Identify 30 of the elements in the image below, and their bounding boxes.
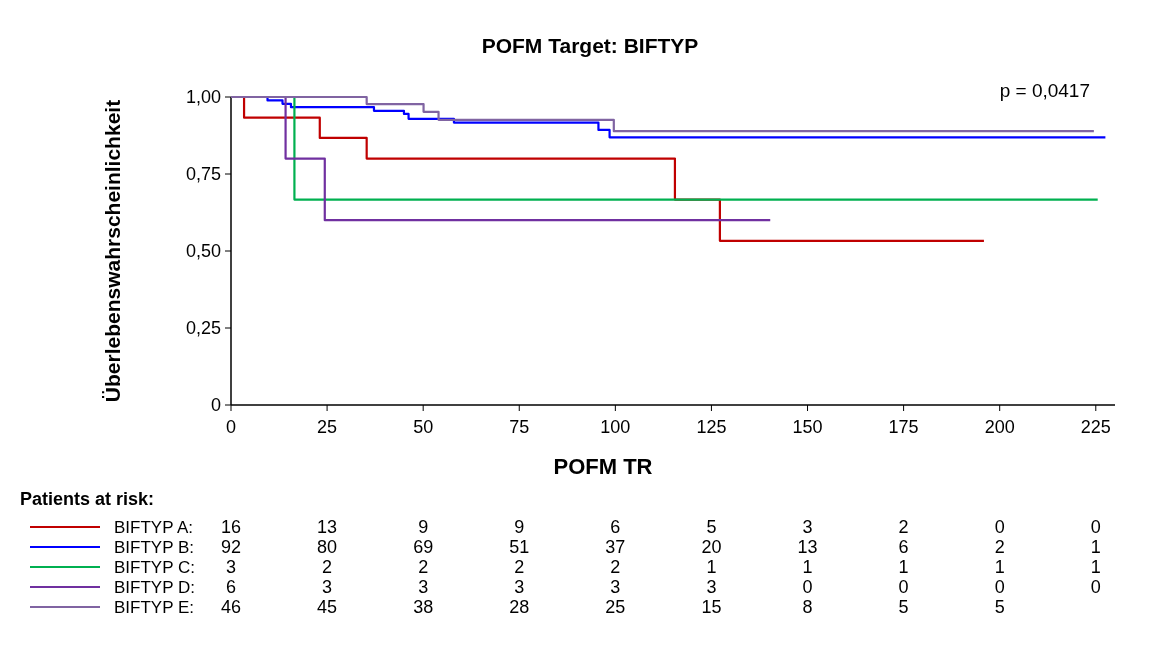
y-tick-label: 0,75 [185, 164, 221, 184]
legend-label: BIFTYP E: [114, 598, 194, 617]
y-tick-label: 0,25 [185, 318, 221, 338]
y-tick-label: 0 [210, 395, 221, 415]
legend-label: BIFTYP A: [114, 518, 194, 537]
x-tick-label: 25 [317, 417, 338, 437]
legend-label: BIFTYP C: [114, 558, 195, 577]
y-axis-title: Überlebenswahrscheinlichkeit [101, 99, 124, 403]
text: 92 80 69 51 37 20 13 6 2 1 [220, 537, 1101, 557]
legend-label: BIFTYP B: [114, 538, 194, 557]
x-tick-label: 0 [225, 417, 237, 437]
x-tick-label: 50 [413, 417, 434, 437]
chart-title: POFM Target: BIFTYP [481, 34, 699, 57]
text: Patients at risk: [20, 489, 155, 509]
text: 46 45 38 28 25 15 8 5 5 [220, 597, 1005, 617]
text: 6 3 3 3 3 3 0 0 0 0 [225, 577, 1101, 597]
text: 3 2 2 2 2 1 1 1 1 1 [225, 557, 1101, 577]
x-tick-label: 75 [509, 417, 530, 437]
annotation: p = 0,0417 [999, 80, 1090, 101]
y-tick-label: 1,00 [185, 87, 221, 107]
x-tick-label: 175 [888, 417, 919, 437]
legend-label: BIFTYP D: [114, 578, 195, 597]
x-axis-title: POFM TR [553, 454, 653, 479]
x-tick-label: 125 [696, 417, 727, 437]
y-tick-label: 0,50 [185, 241, 221, 261]
text: 16 13 9 9 6 5 3 2 0 0 [220, 517, 1101, 537]
x-tick-label: 100 [600, 417, 631, 437]
x-tick-label: 225 [1080, 417, 1111, 437]
x-tick-label: 150 [792, 417, 823, 437]
x-tick-label: 200 [984, 417, 1015, 437]
